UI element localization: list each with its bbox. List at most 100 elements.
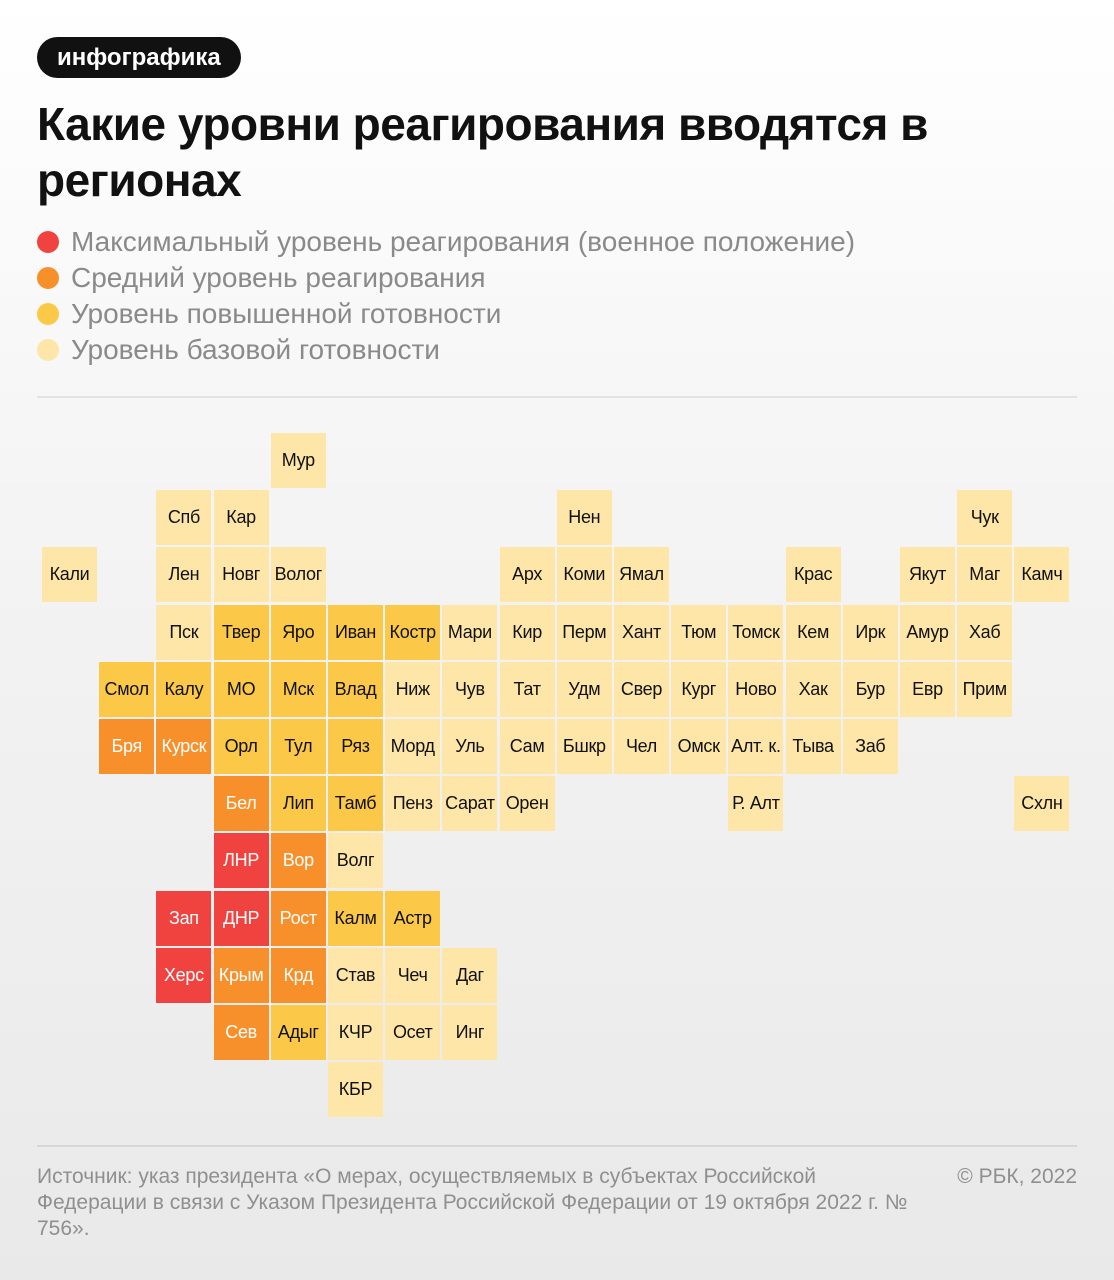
- region-tile: Удм: [556, 661, 612, 717]
- region-tile: Кар: [213, 490, 269, 546]
- legend-dot-base: [37, 339, 59, 361]
- region-tile: Тат: [499, 661, 555, 717]
- legend-item-mid: Средний уровень реагирования: [37, 260, 855, 296]
- region-tile: КБР: [328, 1062, 383, 1118]
- region-tile: Зап: [156, 890, 212, 946]
- region-tile: Заб: [842, 719, 898, 774]
- region-tile: Прим: [957, 661, 1013, 717]
- region-tile: Бшкр: [556, 719, 612, 774]
- region-tile: Омск: [671, 719, 727, 774]
- region-tile: Бря: [99, 719, 155, 774]
- region-tile: Орен: [499, 776, 555, 832]
- legend-dot-mid: [37, 267, 59, 289]
- region-tile: Бел: [213, 776, 269, 832]
- region-tile: Астр: [385, 890, 441, 946]
- region-tile: Маг: [957, 547, 1013, 603]
- region-tile: Крд: [270, 947, 326, 1003]
- region-tile: Схлн: [1014, 776, 1070, 832]
- region-tile: Волг: [328, 833, 383, 889]
- legend-dot-max: [37, 231, 59, 253]
- region-tile: Мур: [270, 433, 326, 488]
- region-tile: Коми: [556, 547, 612, 603]
- region-tile: Мари: [442, 604, 498, 660]
- region-tile: Влад: [328, 661, 383, 717]
- legend-label-mid: Средний уровень реагирования: [71, 262, 486, 293]
- region-tile: Хак: [785, 661, 841, 717]
- region-tile: Чук: [957, 490, 1013, 546]
- region-tile: Кир: [499, 604, 555, 660]
- region-tile: Ряз: [328, 719, 383, 774]
- region-tile: Пенз: [385, 776, 441, 832]
- page-title: Какие уровни реагирования вводятся в рег…: [37, 98, 928, 206]
- region-tile: Смол: [99, 661, 155, 717]
- region-tile: Калм: [328, 890, 383, 946]
- region-tile: Евр: [900, 661, 955, 717]
- region-tile: Курск: [156, 719, 212, 774]
- region-tile: Уль: [442, 719, 498, 774]
- region-tile: Томск: [728, 604, 784, 660]
- legend: Максимальный уровень реагирования (военн…: [37, 224, 855, 368]
- region-tile: МО: [213, 661, 269, 717]
- legend-label-base: Уровень базовой готовности: [71, 334, 440, 365]
- bottom-divider: [37, 1145, 1077, 1147]
- region-tile: Чув: [442, 661, 498, 717]
- region-tile: Орл: [213, 719, 269, 774]
- region-tile: Кем: [785, 604, 841, 660]
- region-tile: Лип: [270, 776, 326, 832]
- region-tile: Тул: [270, 719, 326, 774]
- region-tile: Арх: [499, 547, 555, 603]
- region-tile: Амур: [900, 604, 955, 660]
- region-tile: Хант: [614, 604, 669, 660]
- region-tile: Иван: [328, 604, 383, 660]
- region-tile: Пск: [156, 604, 212, 660]
- region-tile: Яро: [270, 604, 326, 660]
- region-tile: Крас: [785, 547, 841, 603]
- region-tile: Новг: [213, 547, 269, 603]
- region-tile: Костр: [385, 604, 441, 660]
- region-tile: Якут: [900, 547, 955, 603]
- region-tile: Нен: [556, 490, 612, 546]
- legend-item-max: Максимальный уровень реагирования (военн…: [37, 224, 855, 260]
- region-tile: Тыва: [785, 719, 841, 774]
- region-tile: Камч: [1014, 547, 1070, 603]
- region-tile: Крым: [213, 947, 269, 1003]
- region-tile: Морд: [385, 719, 441, 774]
- region-tile: Рост: [270, 890, 326, 946]
- region-tile: Мск: [270, 661, 326, 717]
- region-tile: Свер: [614, 661, 669, 717]
- region-tile: Лен: [156, 547, 212, 603]
- copyright: © РБК, 2022: [957, 1165, 1077, 1188]
- region-tile: Хаб: [957, 604, 1013, 660]
- region-tile: Алт. к.: [728, 719, 784, 774]
- region-tile: Став: [328, 947, 383, 1003]
- region-tile: Тамб: [328, 776, 383, 832]
- region-tile: Инг: [442, 1005, 498, 1060]
- region-tile: Ямал: [614, 547, 669, 603]
- region-tile: Бур: [842, 661, 898, 717]
- region-tile: Адыг: [270, 1005, 326, 1060]
- infographic-badge: инфографика: [37, 37, 241, 78]
- region-tile: Ново: [728, 661, 784, 717]
- region-tile: Калу: [156, 661, 212, 717]
- region-tile: Р. Алт: [728, 776, 784, 832]
- region-tile: Волог: [270, 547, 326, 603]
- region-tile: Даг: [442, 947, 498, 1003]
- legend-dot-high: [37, 303, 59, 325]
- region-tile: Херс: [156, 947, 212, 1003]
- region-tile: Спб: [156, 490, 212, 546]
- region-tile: Кург: [671, 661, 727, 717]
- region-tile: Чел: [614, 719, 669, 774]
- region-tile: Твер: [213, 604, 269, 660]
- region-tile: КЧР: [328, 1005, 383, 1060]
- region-tile: Ирк: [842, 604, 898, 660]
- region-tile: Ниж: [385, 661, 441, 717]
- region-tile: Вор: [270, 833, 326, 889]
- region-tile: Сарат: [442, 776, 498, 832]
- region-tile: Сев: [213, 1005, 269, 1060]
- region-tile: ЛНР: [213, 833, 269, 889]
- top-divider: [37, 396, 1077, 398]
- legend-label-max: Максимальный уровень реагирования (военн…: [71, 226, 856, 257]
- region-tile: Осет: [385, 1005, 441, 1060]
- region-tile: ДНР: [213, 890, 269, 946]
